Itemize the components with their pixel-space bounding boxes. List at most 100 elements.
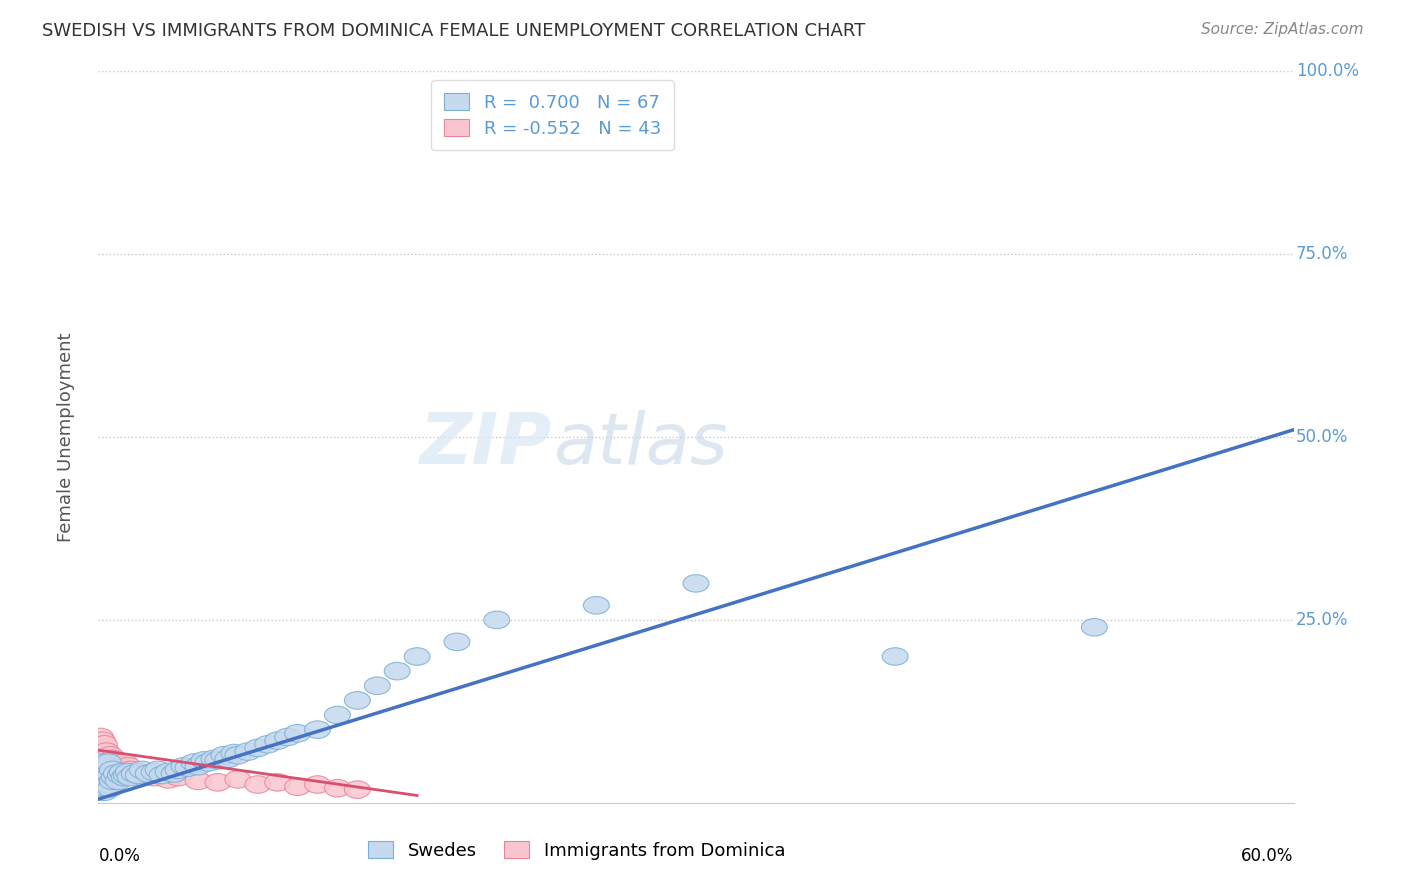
Ellipse shape	[93, 780, 120, 797]
Ellipse shape	[129, 766, 155, 784]
Ellipse shape	[105, 764, 131, 782]
Ellipse shape	[96, 764, 121, 782]
Ellipse shape	[583, 597, 609, 614]
Ellipse shape	[117, 761, 143, 779]
Ellipse shape	[107, 757, 134, 775]
Ellipse shape	[176, 759, 201, 776]
Ellipse shape	[87, 750, 114, 768]
Ellipse shape	[264, 731, 291, 749]
Ellipse shape	[110, 761, 135, 779]
Ellipse shape	[100, 761, 125, 779]
Ellipse shape	[264, 773, 291, 791]
Ellipse shape	[125, 766, 152, 784]
Ellipse shape	[91, 761, 117, 779]
Ellipse shape	[135, 764, 162, 782]
Ellipse shape	[90, 754, 115, 772]
Ellipse shape	[344, 780, 370, 798]
Ellipse shape	[145, 761, 172, 779]
Ellipse shape	[114, 766, 139, 784]
Ellipse shape	[87, 780, 114, 797]
Ellipse shape	[111, 768, 138, 786]
Legend: Swedes, Immigrants from Dominica: Swedes, Immigrants from Dominica	[361, 834, 792, 867]
Ellipse shape	[1081, 618, 1108, 636]
Ellipse shape	[186, 757, 211, 775]
Ellipse shape	[117, 768, 143, 786]
Ellipse shape	[225, 747, 250, 764]
Ellipse shape	[201, 750, 226, 768]
Ellipse shape	[101, 768, 128, 786]
Ellipse shape	[100, 761, 125, 779]
Ellipse shape	[121, 764, 148, 782]
Ellipse shape	[115, 757, 141, 775]
Ellipse shape	[683, 574, 709, 592]
Text: 25.0%: 25.0%	[1296, 611, 1348, 629]
Ellipse shape	[129, 761, 155, 779]
Ellipse shape	[162, 764, 187, 782]
Ellipse shape	[404, 648, 430, 665]
Ellipse shape	[121, 766, 148, 784]
Ellipse shape	[90, 754, 115, 772]
Ellipse shape	[97, 766, 124, 784]
Ellipse shape	[91, 736, 117, 753]
Ellipse shape	[325, 780, 350, 797]
Ellipse shape	[284, 778, 311, 796]
Ellipse shape	[125, 764, 152, 780]
Ellipse shape	[91, 757, 117, 775]
Ellipse shape	[104, 754, 129, 772]
Ellipse shape	[90, 764, 115, 782]
Ellipse shape	[235, 743, 260, 760]
Ellipse shape	[221, 744, 247, 762]
Ellipse shape	[93, 754, 120, 772]
Text: Source: ZipAtlas.com: Source: ZipAtlas.com	[1201, 22, 1364, 37]
Ellipse shape	[104, 764, 129, 782]
Ellipse shape	[172, 757, 197, 775]
Ellipse shape	[100, 750, 125, 768]
Ellipse shape	[274, 728, 301, 746]
Text: 75.0%: 75.0%	[1296, 245, 1348, 263]
Ellipse shape	[155, 771, 181, 789]
Ellipse shape	[90, 731, 115, 749]
Ellipse shape	[114, 764, 139, 782]
Ellipse shape	[384, 663, 411, 680]
Ellipse shape	[305, 721, 330, 739]
Ellipse shape	[96, 776, 121, 793]
Ellipse shape	[91, 783, 117, 801]
Ellipse shape	[205, 773, 231, 791]
Ellipse shape	[107, 766, 134, 784]
Ellipse shape	[191, 752, 217, 769]
Ellipse shape	[87, 739, 114, 756]
Ellipse shape	[484, 611, 510, 629]
Ellipse shape	[344, 691, 370, 709]
Text: 100.0%: 100.0%	[1296, 62, 1360, 80]
Text: SWEDISH VS IMMIGRANTS FROM DOMINICA FEMALE UNEMPLOYMENT CORRELATION CHART: SWEDISH VS IMMIGRANTS FROM DOMINICA FEMA…	[42, 22, 866, 40]
Ellipse shape	[882, 648, 908, 665]
Ellipse shape	[141, 768, 167, 786]
Ellipse shape	[141, 764, 167, 780]
Ellipse shape	[364, 677, 391, 695]
Ellipse shape	[115, 764, 141, 780]
Ellipse shape	[97, 757, 124, 775]
Ellipse shape	[211, 747, 236, 764]
Ellipse shape	[135, 764, 162, 782]
Text: atlas: atlas	[553, 410, 727, 479]
Ellipse shape	[93, 743, 120, 760]
Ellipse shape	[91, 772, 117, 789]
Ellipse shape	[97, 780, 124, 797]
Ellipse shape	[444, 633, 470, 650]
Ellipse shape	[96, 754, 121, 772]
Ellipse shape	[155, 764, 181, 780]
Ellipse shape	[91, 747, 117, 764]
Text: 50.0%: 50.0%	[1296, 428, 1348, 446]
Ellipse shape	[215, 750, 240, 768]
Ellipse shape	[87, 728, 114, 746]
Text: 0.0%: 0.0%	[98, 847, 141, 864]
Ellipse shape	[93, 757, 120, 775]
Ellipse shape	[101, 757, 128, 775]
Ellipse shape	[97, 747, 124, 764]
Ellipse shape	[245, 776, 271, 793]
Ellipse shape	[96, 761, 121, 779]
Ellipse shape	[93, 768, 120, 786]
Ellipse shape	[205, 752, 231, 769]
Ellipse shape	[87, 768, 114, 786]
Ellipse shape	[181, 754, 207, 772]
